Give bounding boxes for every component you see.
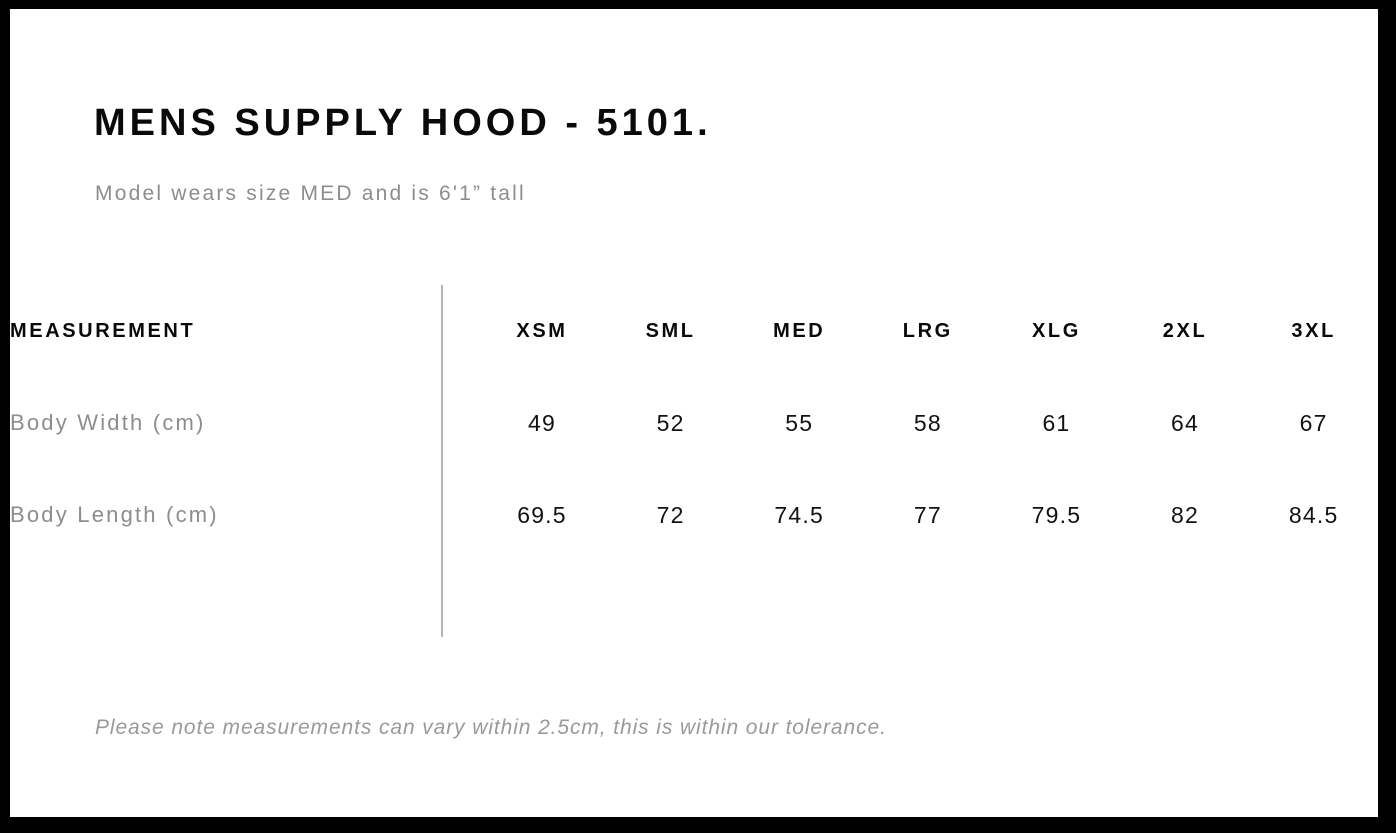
page-subtitle: Model wears size MED and is 6'1” tall (95, 182, 526, 205)
size-table: MEASUREMENT XSM SML MED LRG XLG 2XL 3XL … (10, 285, 1378, 561)
table-row: Body Width (cm) 49 52 55 58 61 64 67 (10, 377, 1378, 469)
table-vertical-divider (441, 285, 443, 637)
column-header-2xl: 2XL (1162, 319, 1208, 342)
size-table-body: Body Width (cm) 49 52 55 58 61 64 67 Bod… (10, 377, 1378, 561)
column-header-lrg: LRG (902, 319, 953, 342)
column-header-sml: SML (645, 319, 696, 342)
row-label-body-width: Body Width (cm) (10, 410, 206, 435)
cell-body-length-3xl: 84.5 (1288, 501, 1339, 528)
row-label-body-length: Body Length (cm) (10, 502, 219, 527)
table-row: Body Length (cm) 69.5 72 74.5 77 79.5 82… (10, 469, 1378, 561)
page-title: MENS SUPPLY HOOD - 5101. (94, 102, 712, 144)
cell-body-width-lrg: 58 (913, 409, 942, 436)
column-header-xsm: XSM (516, 319, 568, 342)
cell-body-length-xlg: 79.5 (1031, 501, 1082, 528)
cell-body-width-med: 55 (785, 409, 814, 436)
cell-body-width-3xl: 67 (1299, 409, 1328, 436)
column-header-3xl: 3XL (1291, 319, 1336, 342)
column-header-med: MED (773, 319, 826, 342)
cell-body-length-med: 74.5 (774, 501, 824, 528)
cell-body-width-sml: 52 (656, 409, 685, 436)
cell-body-length-xsm: 69.5 (517, 501, 567, 528)
table-header-row: MEASUREMENT XSM SML MED LRG XLG 2XL 3XL (10, 285, 1378, 377)
tolerance-footnote: Please note measurements can vary within… (95, 716, 887, 739)
cell-body-length-2xl: 82 (1171, 501, 1200, 528)
cell-body-width-xlg: 61 (1042, 409, 1071, 436)
cell-body-length-sml: 72 (656, 501, 685, 528)
column-header-xlg: XLG (1031, 319, 1081, 342)
size-chart-card: MENS SUPPLY HOOD - 5101. Model wears siz… (10, 9, 1378, 817)
cell-body-length-lrg: 77 (913, 501, 942, 528)
cell-body-width-xsm: 49 (528, 409, 556, 436)
column-header-measurement: MEASUREMENT (10, 319, 196, 342)
size-table-head: MEASUREMENT XSM SML MED LRG XLG 2XL 3XL (10, 285, 1378, 377)
cell-body-width-2xl: 64 (1171, 409, 1200, 436)
